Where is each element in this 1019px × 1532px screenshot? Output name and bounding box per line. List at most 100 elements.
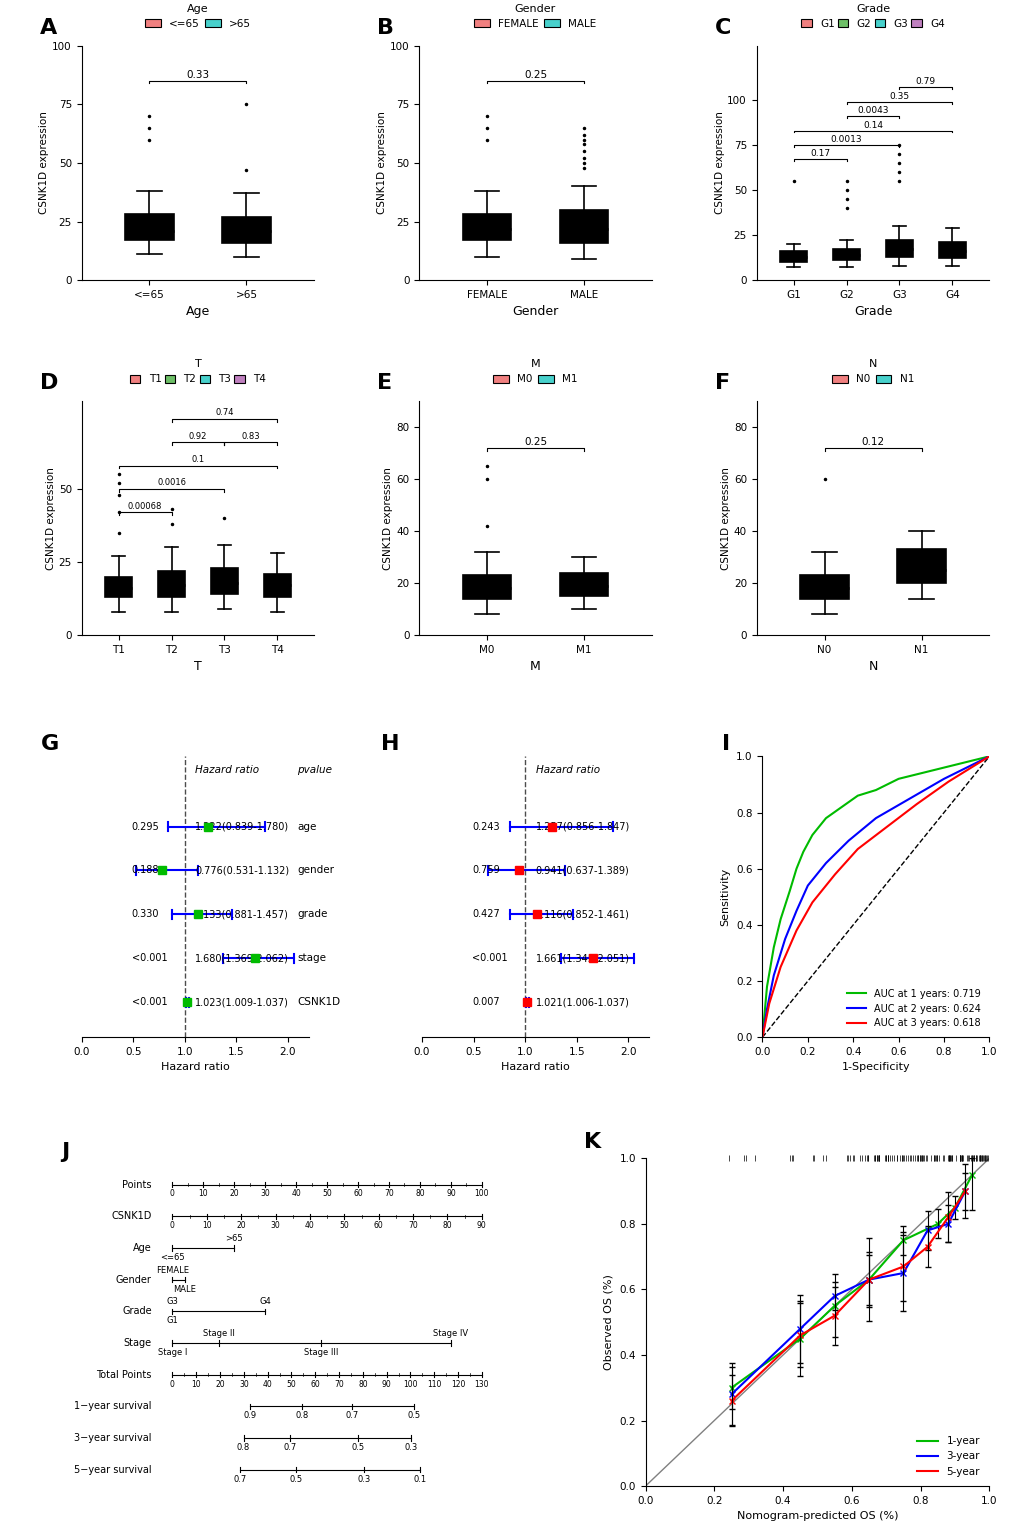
Text: 20: 20 bbox=[236, 1221, 246, 1230]
Text: H: H bbox=[381, 734, 399, 754]
Text: 20: 20 bbox=[215, 1379, 224, 1388]
Text: >65: >65 bbox=[225, 1233, 243, 1242]
Y-axis label: Sensitivity: Sensitivity bbox=[720, 867, 730, 925]
Text: 30: 30 bbox=[260, 1189, 270, 1198]
Text: 0.8: 0.8 bbox=[296, 1411, 309, 1420]
Legend: G1, G2, G3, G4: G1, G2, G3, G4 bbox=[797, 0, 948, 34]
X-axis label: 1-Specificity: 1-Specificity bbox=[841, 1063, 909, 1072]
X-axis label: Gender: Gender bbox=[512, 305, 558, 319]
Text: 0.759: 0.759 bbox=[472, 866, 499, 875]
Text: 0.3: 0.3 bbox=[404, 1443, 417, 1452]
Text: 1.661(1.345-2.051): 1.661(1.345-2.051) bbox=[535, 953, 629, 964]
Text: 10: 10 bbox=[192, 1379, 201, 1388]
Text: Hazard ratio: Hazard ratio bbox=[535, 764, 599, 775]
X-axis label: Age: Age bbox=[185, 305, 210, 319]
Text: 0.83: 0.83 bbox=[242, 432, 260, 441]
Text: 10: 10 bbox=[199, 1189, 208, 1198]
PathPatch shape bbox=[559, 573, 607, 596]
Text: 90: 90 bbox=[381, 1379, 391, 1388]
Text: age: age bbox=[297, 821, 316, 832]
Text: 0.330: 0.330 bbox=[131, 910, 159, 919]
Text: 80: 80 bbox=[442, 1221, 451, 1230]
PathPatch shape bbox=[886, 241, 912, 257]
Text: 30: 30 bbox=[238, 1379, 249, 1388]
Text: 0.14: 0.14 bbox=[862, 121, 882, 130]
Y-axis label: CSNK1D expression: CSNK1D expression bbox=[383, 467, 393, 570]
Text: 0: 0 bbox=[170, 1379, 174, 1388]
Text: 0.25: 0.25 bbox=[524, 437, 546, 447]
Text: 1.257(0.856-1.847): 1.257(0.856-1.847) bbox=[535, 821, 629, 832]
Legend: AUC at 1 years: 0.719, AUC at 2 years: 0.624, AUC at 3 years: 0.618: AUC at 1 years: 0.719, AUC at 2 years: 0… bbox=[842, 985, 983, 1033]
Text: 0.79: 0.79 bbox=[915, 78, 935, 86]
Text: FEMALE: FEMALE bbox=[156, 1265, 189, 1275]
Text: Gender: Gender bbox=[116, 1275, 152, 1285]
Text: pvalue: pvalue bbox=[297, 764, 332, 775]
Text: 60: 60 bbox=[373, 1221, 383, 1230]
Text: 1.116(0.852-1.461): 1.116(0.852-1.461) bbox=[535, 910, 629, 919]
Text: 0.9: 0.9 bbox=[243, 1411, 256, 1420]
Y-axis label: CSNK1D expression: CSNK1D expression bbox=[377, 112, 386, 214]
Y-axis label: CSNK1D expression: CSNK1D expression bbox=[40, 112, 50, 214]
Text: 40: 40 bbox=[305, 1221, 315, 1230]
Text: 0.007: 0.007 bbox=[472, 997, 499, 1007]
Text: 0.12: 0.12 bbox=[861, 437, 883, 447]
Text: grade: grade bbox=[297, 910, 327, 919]
Text: 60: 60 bbox=[353, 1189, 363, 1198]
Text: 0.776(0.531-1.132): 0.776(0.531-1.132) bbox=[195, 866, 289, 875]
Text: <0.001: <0.001 bbox=[131, 997, 167, 1007]
Text: CSNK1D: CSNK1D bbox=[111, 1212, 152, 1221]
Text: MALE: MALE bbox=[173, 1284, 196, 1293]
Text: 120: 120 bbox=[450, 1379, 465, 1388]
Text: 60: 60 bbox=[310, 1379, 320, 1388]
Text: K: K bbox=[583, 1132, 600, 1152]
Text: 1.133(0.881-1.457): 1.133(0.881-1.457) bbox=[195, 910, 288, 919]
Text: Stage III: Stage III bbox=[304, 1348, 337, 1357]
Text: 0.35: 0.35 bbox=[889, 92, 909, 101]
Text: 30: 30 bbox=[270, 1221, 280, 1230]
Text: 90: 90 bbox=[477, 1221, 486, 1230]
Y-axis label: CSNK1D expression: CSNK1D expression bbox=[713, 112, 723, 214]
Text: Stage: Stage bbox=[123, 1337, 152, 1348]
Text: 0.92: 0.92 bbox=[189, 432, 207, 441]
Text: 0: 0 bbox=[170, 1221, 174, 1230]
Text: 70: 70 bbox=[334, 1379, 343, 1388]
Text: 0.17: 0.17 bbox=[809, 150, 829, 158]
Text: 0.295: 0.295 bbox=[131, 821, 159, 832]
Legend: 1-year, 3-year, 5-year: 1-year, 3-year, 5-year bbox=[912, 1432, 983, 1481]
Text: 70: 70 bbox=[408, 1221, 418, 1230]
PathPatch shape bbox=[800, 576, 848, 599]
Text: 50: 50 bbox=[286, 1379, 296, 1388]
Text: 40: 40 bbox=[263, 1379, 272, 1388]
Legend: FEMALE, MALE: FEMALE, MALE bbox=[470, 0, 600, 34]
Text: 0.0016: 0.0016 bbox=[157, 478, 185, 487]
PathPatch shape bbox=[158, 571, 184, 597]
Legend: M0, M1: M0, M1 bbox=[489, 355, 581, 389]
Text: 0.5: 0.5 bbox=[289, 1475, 303, 1483]
Text: Total Points: Total Points bbox=[96, 1370, 152, 1380]
Text: <=65: <=65 bbox=[160, 1253, 184, 1262]
PathPatch shape bbox=[897, 550, 945, 584]
Text: 0.5: 0.5 bbox=[352, 1443, 364, 1452]
Text: 0.33: 0.33 bbox=[186, 70, 209, 80]
Text: 0.7: 0.7 bbox=[344, 1411, 358, 1420]
X-axis label: Nomogram-predicted OS (%): Nomogram-predicted OS (%) bbox=[736, 1511, 898, 1521]
Text: 0: 0 bbox=[170, 1189, 174, 1198]
Text: F: F bbox=[714, 374, 730, 394]
Text: D: D bbox=[40, 374, 58, 394]
PathPatch shape bbox=[463, 214, 511, 241]
Text: 100: 100 bbox=[403, 1379, 417, 1388]
Text: 50: 50 bbox=[322, 1189, 331, 1198]
Text: G3: G3 bbox=[166, 1298, 178, 1307]
Text: Age: Age bbox=[132, 1242, 152, 1253]
Text: 0.0013: 0.0013 bbox=[829, 135, 861, 144]
X-axis label: T: T bbox=[194, 660, 202, 674]
Text: 0.243: 0.243 bbox=[472, 821, 499, 832]
Text: 90: 90 bbox=[445, 1189, 455, 1198]
Text: A: A bbox=[40, 18, 57, 38]
Text: G4: G4 bbox=[259, 1298, 271, 1307]
Legend: <=65, >65: <=65, >65 bbox=[141, 0, 255, 34]
Legend: T1, T2, T3, T4: T1, T2, T3, T4 bbox=[125, 355, 270, 389]
Text: 1.222(0.839-1.780): 1.222(0.839-1.780) bbox=[195, 821, 289, 832]
PathPatch shape bbox=[222, 218, 270, 242]
Text: Stage I: Stage I bbox=[158, 1348, 186, 1357]
